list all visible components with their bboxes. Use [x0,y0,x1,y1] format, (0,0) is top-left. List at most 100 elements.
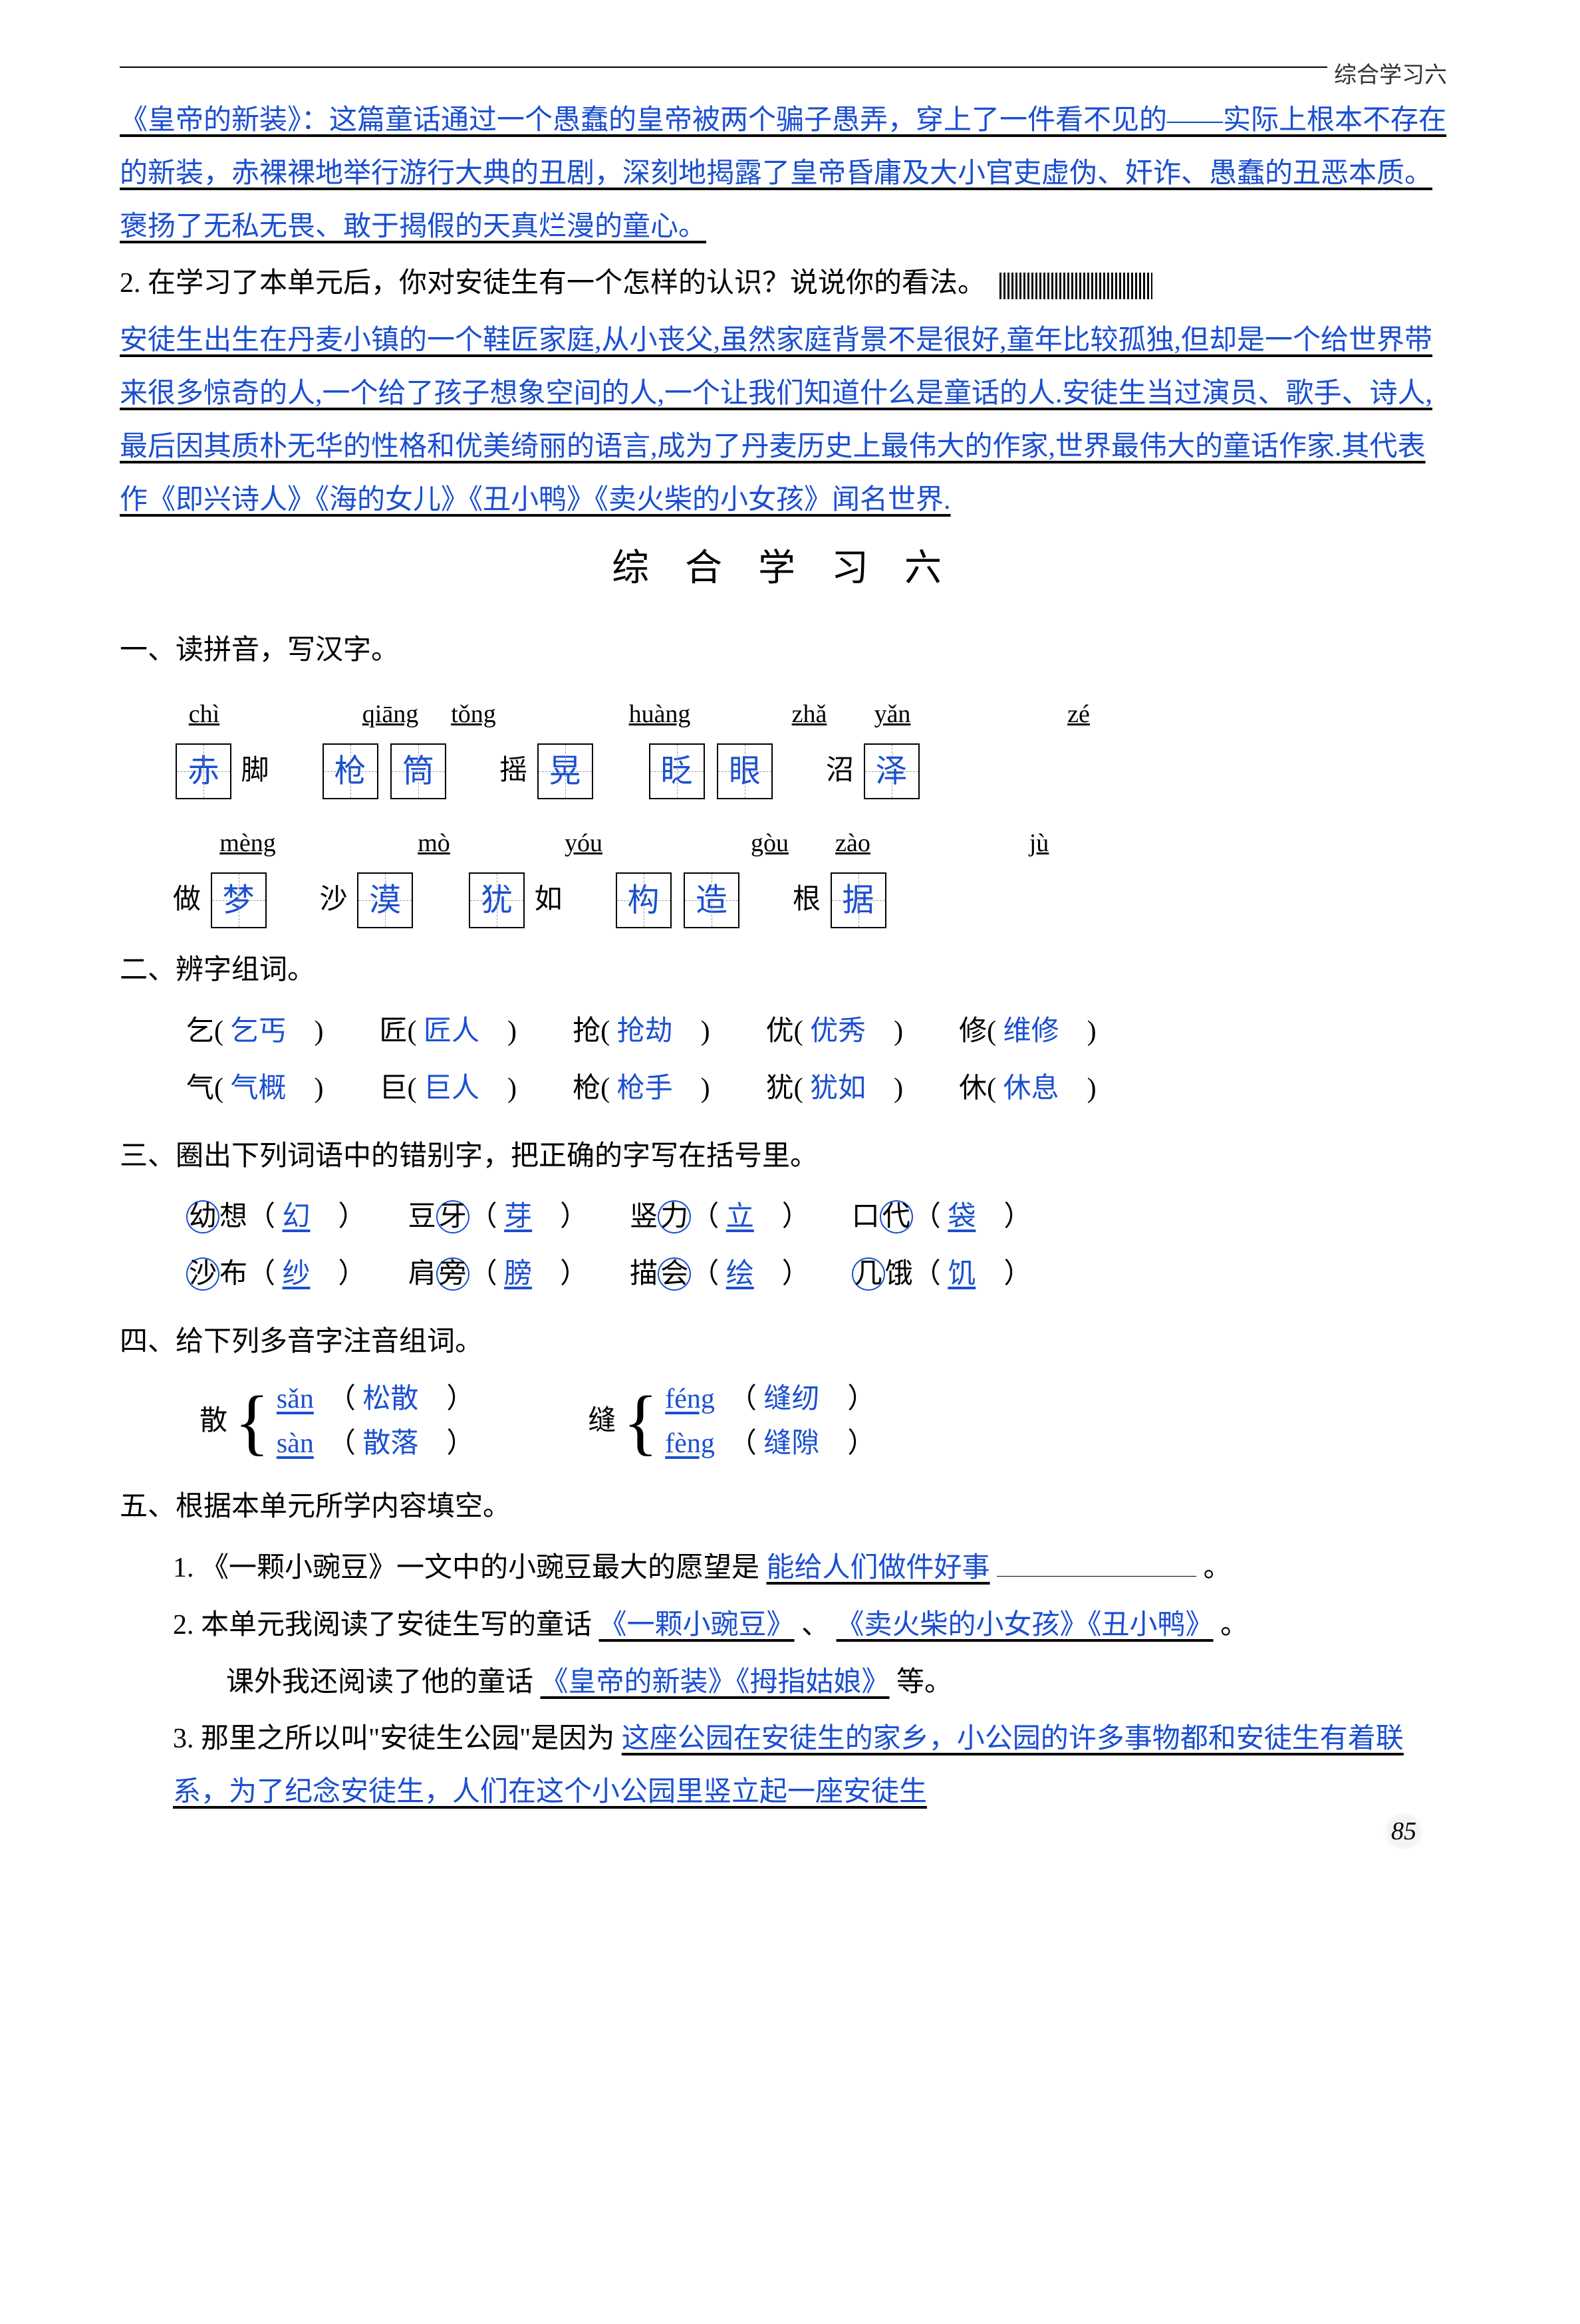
s5-q2-a1: 《一颗小豌豆》 [599,1610,795,1640]
section-3-head: 三、圈出下列词语中的错别字，把正确的字写在括号里。 [120,1130,1447,1184]
hanzi: 泽 [865,741,918,802]
pair-item: 巨( 巨人 ) [380,1073,517,1104]
brace-group-1: 散 { sǎn （ 松散 ） sàn （ 散落 ） [199,1377,474,1466]
circled-char: 代 [880,1200,913,1233]
pair-item: 枪( 枪手 ) [573,1073,710,1104]
hanzi: 枪 [324,741,377,802]
hanzi-box: 漠 [357,872,413,928]
word-ans: 缝纫 [763,1384,819,1414]
hanzi-box: 构 [616,872,672,928]
header-label: 综合学习六 [1327,55,1447,98]
s5-q1-pre: 1. 《一颗小豌豆》一文中的小豌豆最大的愿望是 [173,1553,759,1583]
s5-q2-a2: 《卖火柴的小女孩》《丑小鸭》 [837,1610,1214,1640]
s5-q2b-pre: 课外我还阅读了他的童话 [226,1667,533,1698]
plain-char: 摇 [499,745,527,798]
pair-answer: 气概 [231,1073,287,1104]
question-2: 2. 在学习了本单元后，你对安徒生有一个怎样的认识？说说你的看法。 [120,257,1447,311]
s3-row1: 幼想（ 幻 ） 豆牙（ 芽 ） 竖力（ 立 ） 口代（ 袋 ） [186,1191,1447,1244]
pinyin: qiāng [359,690,422,738]
pinyin: mèng [217,819,279,867]
pair-answer: 犹如 [810,1073,866,1104]
pinyin-row-2: mèng mò yóu gòu zào jù [173,814,1447,867]
correction-item: 竖力（ 立 ） [630,1200,796,1233]
s5-q2: 2. 本单元我阅读了安徒生写的童话 《一颗小豌豆》 、 《卖火柴的小女孩》《丑小… [173,1599,1447,1652]
section-5-head: 五、根据本单元所学内容填空。 [120,1481,1447,1534]
circled-char: 会 [658,1257,691,1291]
pinyin: huàng [628,690,691,738]
correction-item: 沙布（ 纱 ） [186,1257,352,1291]
word-ans: 松散 [362,1384,418,1414]
answer-text-2: 安徒生出生在丹麦小镇的一个鞋匠家庭,从小丧父,虽然家庭背景不是很好,童年比较孤独… [120,325,1432,515]
question-2-text: 2. 在学习了本单元后，你对安徒生有一个怎样的认识？说说你的看法。 [120,268,986,299]
plain-char: 做 [173,874,201,927]
correction-answer: 纱 [283,1259,311,1289]
correction-item: 幼想（ 幻 ） [186,1200,352,1233]
pinyin-row-1: chì qiāng tǒng huàng zhǎ yǎn zé [173,686,1447,739]
s5-q1: 1. 《一颗小豌豆》一文中的小豌豆最大的愿望是 能给人们做件好事 。 [173,1542,1447,1595]
correction-answer: 绘 [726,1259,754,1289]
intro-answer-2: 安徒生出生在丹麦小镇的一个鞋匠家庭,从小丧父,虽然家庭背景不是很好,童年比较孤独… [120,315,1447,527]
pinyin-ans: fèng [665,1428,715,1459]
correction-answer: 立 [726,1202,754,1232]
hanzi: 赤 [177,741,230,802]
pinyin-ans: sàn [277,1428,314,1459]
page: 综合学习六 《皇帝的新装》：这篇童话通过一个愚蠢的皇帝被两个骗子愚弄，穿上了一件… [0,0,1580,1890]
hanzi: 构 [617,870,670,931]
s5-q2-pre: 2. 本单元我阅读了安徒生写的童话 [173,1610,592,1640]
pair-answer: 休息 [1003,1073,1059,1104]
box-row-1: 赤 脚 枪 筒 摇 晃 眨 眼 沼 泽 [173,742,1447,801]
s4-groups: 散 { sǎn （ 松散 ） sàn （ 散落 ） 缝 { féng （ 缝纫 … [186,1377,1447,1466]
answer-text-1: 《皇帝的新装》：这篇童话通过一个愚蠢的皇帝被两个骗子愚弄，穿上了一件看不见的——… [120,105,1446,242]
pair-item: 休( 休息 ) [959,1073,1097,1104]
word-ans: 散落 [362,1428,418,1459]
circled-char: 牙 [436,1200,469,1233]
hanzi-box: 据 [831,872,886,928]
hanzi: 犹 [470,870,523,931]
s5-q3-pre: 3. 那里之所以叫"安徒生公园"是因为 [173,1724,614,1754]
s5-q3: 3. 那里之所以叫"安徒生公园"是因为 这座公园在安徒生的家乡，小公园的许多事物… [173,1713,1447,1819]
correction-item: 肩旁（ 膀 ） [408,1257,575,1291]
correction-item: 几饿（ 饥 ） [852,1257,1032,1291]
hanzi: 漠 [358,870,412,931]
pair-answer: 枪手 [617,1073,673,1104]
hanzi-box: 筒 [390,743,446,799]
circled-char: 幼 [186,1200,219,1233]
s2-row2: 气( 气概 ) 巨( 巨人 ) 枪( 枪手 ) 犹( 犹如 ) 休( 休息 ) [186,1063,1447,1116]
correction-answer: 袋 [948,1202,976,1232]
pair-item: 乞( 乞丐 ) [186,1016,324,1047]
correction-answer: 膀 [504,1259,532,1289]
brace-char: 缝 [588,1395,616,1448]
pair-answer: 抢劫 [617,1016,673,1047]
header-rule: 综合学习六 [120,66,1447,88]
hanzi-box: 造 [684,872,739,928]
main-title: 综 合 学 习 六 [120,533,1447,604]
correction-item: 描会（ 绘 ） [630,1257,796,1291]
pair-item: 修( 维修 ) [959,1016,1097,1047]
s5-q1-ans: 能给人们做件好事 [767,1553,990,1583]
blank-line [997,1576,1196,1577]
pinyin: yǎn [861,690,924,738]
s5-q2-mid: 、 [801,1610,829,1640]
pinyin: tǒng [442,690,505,738]
plain-char: 脚 [241,745,269,798]
s3-row2: 沙布（ 纱 ） 肩旁（ 膀 ） 描会（ 绘 ） 几饿（ 饥 ） [186,1248,1447,1301]
s5-q2b-ans: 《皇帝的新装》《拇指姑娘》 [541,1667,890,1698]
pair-answer: 乞丐 [231,1016,287,1047]
pinyin: mò [403,819,465,867]
circled-char: 力 [658,1200,691,1233]
pinyin: zào [822,819,884,867]
correction-answer: 芽 [504,1202,532,1232]
plain-char: 根 [793,874,821,927]
pair-item: 匠( 匠人 ) [380,1016,517,1047]
plain-char: 沼 [826,745,854,798]
hanzi: 造 [685,870,738,931]
correction-item: 口代（ 袋 ） [852,1200,1032,1233]
s5-q2-suf: 。 [1220,1610,1248,1640]
hanzi: 眼 [718,741,771,802]
pair-answer: 维修 [1003,1016,1059,1047]
section-4-head: 四、给下列多音字注音组词。 [120,1316,1447,1369]
brace-icon: { [623,1388,658,1455]
s5-q2b-suf: 等。 [896,1667,952,1698]
brace-group-2: 缝 { féng （ 缝纫 ） fèng （ 缝隙 ） [588,1377,875,1466]
pinyin-ans: féng [665,1384,715,1414]
